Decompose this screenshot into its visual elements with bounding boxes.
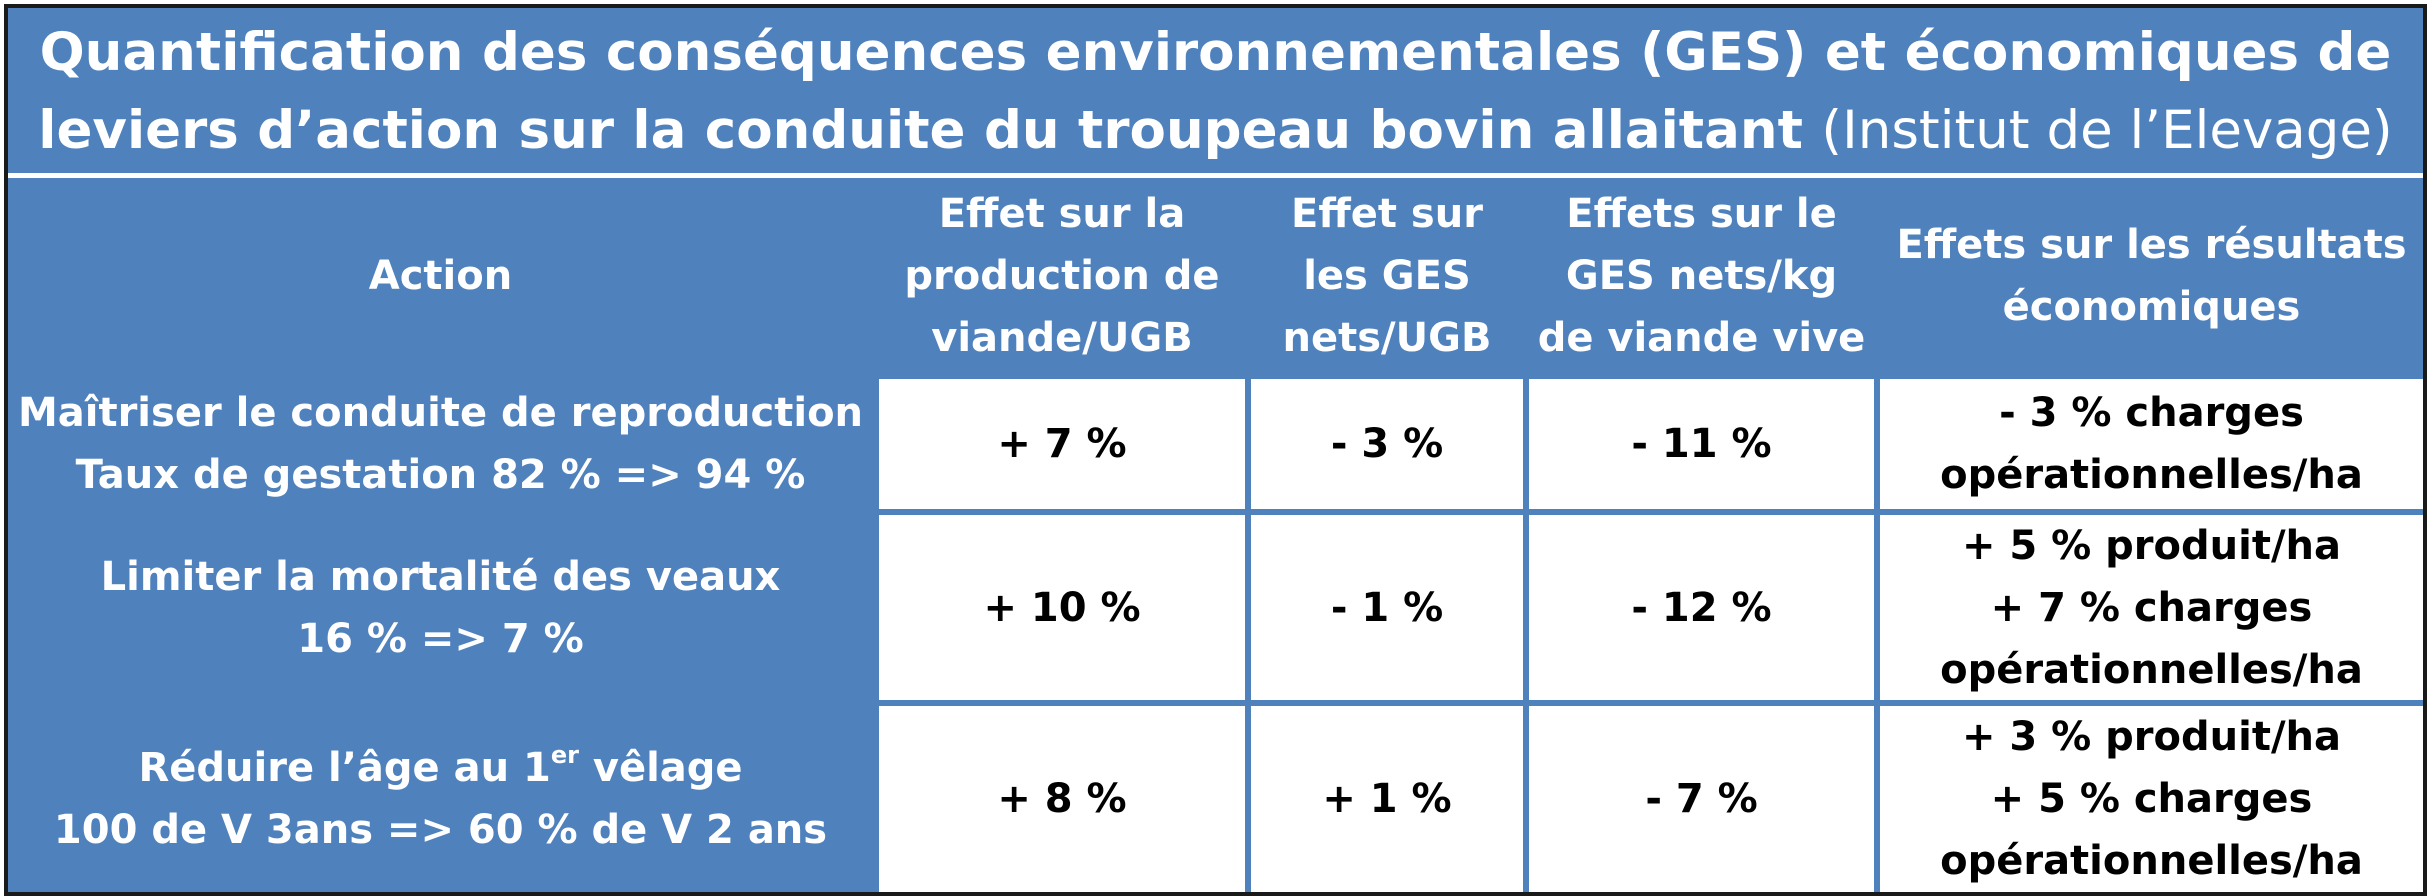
row-2-action: Limiter la mortalité des veaux 16 % => 7… [8, 515, 873, 700]
header-action: Action [8, 178, 873, 373]
row-1-ges-kg: - 11 % [1529, 379, 1874, 509]
header-production-line-2: production de [904, 252, 1220, 299]
row-2-ges-ugb: - 1 % [1251, 515, 1523, 700]
row-2-economic-line-3: opérationnelles/ha [1940, 646, 2363, 693]
grid-line-v4 [1874, 178, 1880, 892]
row-3-action-text-a: Réduire l’âge au 1 [138, 745, 551, 791]
title-source: (Institut de l’Elevage) [1821, 100, 2393, 161]
row-1-ges-ugb: - 3 % [1251, 379, 1523, 509]
row-3-ges-kg: - 7 % [1529, 706, 1874, 892]
row-2-production-value: + 10 % [983, 584, 1141, 631]
table-frame: Quantification des conséquences environn… [4, 4, 2427, 896]
header-economic: Effets sur les résultats économiques [1880, 178, 2423, 373]
grid-line-h3 [8, 700, 2423, 706]
row-3-production-value: + 8 % [997, 776, 1127, 822]
header-ges-ugb-line-1: Effet sur [1291, 190, 1483, 237]
grid-line-h2 [8, 509, 2423, 515]
row-2-action-line-2: 16 % => 7 % [297, 615, 584, 662]
row-3-ges-ugb: + 1 % [1251, 706, 1523, 892]
row-3-economic-line-3: opérationnelles/ha [1940, 838, 2363, 884]
row-3-economic-line-2: + 5 % charges [1990, 776, 2313, 822]
row-1-action-line-2: Taux de gestation 82 % => 94 % [75, 452, 806, 498]
header-production: Effet sur la production de viande/UGB [879, 178, 1245, 373]
row-3-action-text-b: vêlage [578, 745, 743, 791]
row-3-action-line-1: Réduire l’âge au 1er vêlage [54, 737, 827, 799]
row-2-ges-kg: - 12 % [1529, 515, 1874, 700]
row-1-action: Maîtriser le conduite de reproduction Ta… [8, 379, 873, 509]
header-production-line-3: viande/UGB [931, 314, 1193, 361]
title-line-1: Quantification des conséquences environn… [39, 22, 2392, 83]
header-ges-ugb-line-2: les GES [1303, 252, 1471, 299]
row-1-ges-kg-value: - 11 % [1631, 421, 1772, 467]
row-1-production-value: + 7 % [997, 421, 1127, 467]
row-2-production: + 10 % [879, 515, 1245, 700]
row-3-action-superscript: er [550, 741, 579, 769]
row-3-ges-kg-value: - 7 % [1645, 776, 1758, 822]
title-line-2: leviers d’action sur la conduite du trou… [8, 92, 2423, 170]
row-2-economic: + 5 % produit/ha + 7 % charges opération… [1880, 515, 2423, 700]
row-3-economic-line-1: + 3 % produit/ha [1961, 714, 2342, 760]
row-1-ges-ugb-value: - 3 % [1330, 421, 1444, 467]
header-ges-kg: Effets sur le GES nets/kg de viande vive [1529, 178, 1874, 373]
row-1-action-line-1: Maîtriser le conduite de reproduction [17, 390, 864, 436]
row-2-ges-ugb-value: - 1 % [1330, 584, 1444, 631]
row-2-action-line-1: Limiter la mortalité des veaux [100, 553, 781, 600]
grid-line-v2 [1245, 178, 1251, 892]
header-ges-kg-line-1: Effets sur le [1566, 190, 1837, 237]
grid-line-v1 [873, 178, 879, 892]
row-3-economic: + 3 % produit/ha + 5 % charges opération… [1880, 706, 2423, 892]
row-1-economic-line-2: opérationnelles/ha [1940, 452, 2363, 498]
grid-line-h1 [8, 373, 2423, 379]
table-title: Quantification des conséquences environn… [8, 8, 2423, 178]
row-1-production: + 7 % [879, 379, 1245, 509]
row-1-economic-line-1: - 3 % charges [1999, 390, 2304, 436]
row-3-action-line-2: 100 de V 3ans => 60 % de V 2 ans [53, 807, 828, 853]
header-ges-kg-line-3: de viande vive [1537, 314, 1866, 361]
header-economic-line-1: Effets sur les résultats [1896, 221, 2407, 268]
header-action-label: Action [368, 252, 513, 299]
row-3-action: Réduire l’âge au 1er vêlage 100 de V 3an… [8, 706, 873, 892]
header-ges-ugb: Effet sur les GES nets/UGB [1251, 178, 1523, 373]
row-1-economic: - 3 % charges opérationnelles/ha [1880, 379, 2423, 509]
header-ges-kg-line-2: GES nets/kg [1565, 252, 1838, 299]
header-production-line-1: Effet sur la [938, 190, 1186, 237]
header-economic-line-2: économiques [2002, 283, 2301, 330]
row-2-ges-kg-value: - 12 % [1631, 584, 1772, 631]
row-2-economic-line-1: + 5 % produit/ha [1961, 522, 2342, 569]
row-2-economic-line-2: + 7 % charges [1990, 584, 2313, 631]
grid-line-v3 [1523, 178, 1529, 892]
row-3-ges-ugb-value: + 1 % [1322, 776, 1452, 822]
row-3-production: + 8 % [879, 706, 1245, 892]
header-ges-ugb-line-3: nets/UGB [1282, 314, 1492, 361]
title-line-2-main: leviers d’action sur la conduite du trou… [38, 100, 1803, 161]
